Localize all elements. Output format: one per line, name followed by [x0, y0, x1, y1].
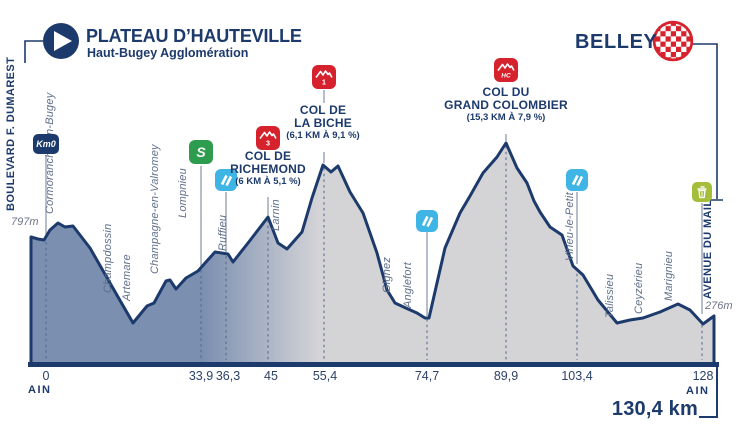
climb-category-hc-icon: HC	[494, 58, 518, 82]
climb-name: COL DU	[482, 85, 530, 99]
feed-zone-icon	[416, 210, 438, 232]
start-city-title: PLATEAU D’HAUTEVILLE	[86, 26, 302, 46]
town-label: Marignieu	[663, 250, 675, 301]
km-marker-dashed-lines	[45, 146, 703, 360]
sprint-label: S	[196, 144, 206, 160]
km0-label: Km0	[36, 139, 56, 149]
baseline	[28, 362, 719, 367]
feed-zone-icon	[566, 169, 588, 191]
town-label: Artemare	[121, 254, 133, 301]
finish-checkered-icon	[652, 20, 694, 62]
axis-tick: 0	[42, 369, 50, 383]
town-label: Ruffieu	[217, 214, 229, 251]
mountain-icon: 1	[315, 70, 333, 87]
region-label-left: AIN	[28, 384, 52, 396]
axis-tick: 89,9	[493, 369, 519, 383]
axis-tick: 33,9	[188, 369, 214, 383]
town-label: Larnin	[270, 199, 282, 231]
axis-tick: 45	[264, 369, 278, 383]
town-label: Gignez	[381, 256, 393, 293]
climb-stats: (6,1 km à 9,1 %)	[286, 130, 360, 141]
town-label: Virieu-le-Petit	[564, 192, 576, 261]
km0-badge: Km0	[33, 134, 59, 154]
climb-name: COL DE	[299, 103, 347, 117]
climb-label-la-biche: COL DE LA BICHE (6,1 km à 9,1 %)	[258, 104, 388, 142]
climb-category-number: 3	[266, 139, 270, 148]
finish-elevation: 276m	[705, 300, 733, 312]
total-distance-bracket	[699, 366, 718, 418]
climb-category-1-icon: 1	[312, 65, 336, 89]
axis-tick: 103,4	[561, 369, 593, 383]
feed-zone-icon	[215, 169, 237, 191]
climb-category-number: 1	[322, 78, 326, 87]
mountain-icon: HC	[497, 63, 515, 80]
climb-name: GRAND COLOMBIER	[444, 98, 568, 112]
axis-tick: 36,3	[215, 369, 241, 383]
climb-label-grand-colombier: COL DU GRAND COLOMBIER (15,3 km à 7,9 %)	[421, 86, 591, 124]
town-label: Champdossin	[102, 223, 114, 293]
start-bracket-line	[24, 40, 43, 63]
climb-name: LA BICHE	[294, 116, 352, 130]
finish-road-label: AVENUE DU MAIL	[702, 199, 714, 299]
elevation-line	[29, 141, 716, 366]
feed-stripes-glyph	[571, 174, 584, 187]
climb-label-richemond: COL DE RICHEMOND (6 km à 5,1 %)	[203, 150, 333, 188]
mountain-icon: 3	[259, 131, 277, 148]
finish-connector-line	[691, 43, 723, 201]
feed-stripes-glyph	[220, 174, 233, 187]
start-play-icon	[43, 23, 79, 59]
town-label: Ceyzérieu	[633, 262, 645, 314]
elevation-area	[31, 143, 714, 364]
waste-zone-icon	[692, 182, 712, 202]
sprint-icon: S	[189, 140, 213, 164]
total-distance: 130,4 km	[611, 398, 698, 420]
start-road-label: BOULEVARD F. DUMAREST	[5, 56, 17, 211]
finish-city-title: BELLEY	[575, 31, 658, 53]
region-label-right: AIN	[686, 385, 710, 397]
climb-category-number: HC	[501, 73, 511, 80]
axis-tick: 128	[692, 369, 714, 383]
badge-pointer-lines	[45, 90, 703, 316]
climb-category-3-icon: 3	[256, 126, 280, 150]
climb-stats: (6 km à 5,1 %)	[235, 176, 301, 187]
start-elevation: 797m	[11, 216, 39, 228]
town-label: Champagne-en-Valromey	[149, 144, 161, 274]
town-label: Talissieu	[604, 273, 616, 318]
start-subtitle: Haut-Bugey Agglomération	[87, 46, 249, 60]
axis-tick: 55,4	[312, 369, 338, 383]
trash-bin-glyph	[697, 186, 707, 199]
climb-name: RICHEMOND	[230, 162, 306, 176]
climb-name: COL DE	[244, 149, 292, 163]
axis-tick: 74,7	[414, 369, 440, 383]
feed-stripes-glyph	[421, 215, 434, 228]
climb-stats: (15,3 km à 7,9 %)	[466, 112, 546, 123]
town-label: Anglefort	[402, 262, 414, 308]
town-label: Lompnieu	[177, 168, 189, 218]
